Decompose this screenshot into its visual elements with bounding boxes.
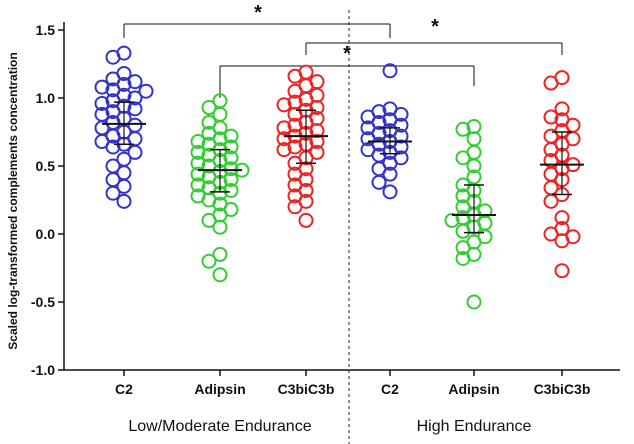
- y-tick-label: 1.0: [36, 90, 56, 106]
- data-point: [309, 100, 325, 116]
- data-point: [94, 95, 110, 111]
- data-point: [190, 166, 206, 182]
- significance-star: *: [431, 16, 439, 38]
- data-point: [212, 267, 228, 283]
- data-point: [382, 63, 398, 79]
- data-point: [455, 250, 471, 266]
- data-point: [455, 199, 471, 215]
- data-point: [554, 101, 570, 117]
- data-point: [127, 90, 143, 106]
- category-label: C3biC3b: [534, 381, 591, 397]
- data-point: [287, 106, 303, 122]
- data-point: [212, 246, 228, 262]
- data-point: [105, 104, 121, 120]
- data-point: [466, 294, 482, 310]
- data-point: [287, 139, 303, 155]
- data-point: [543, 75, 559, 91]
- category-label: Adipsin: [194, 381, 245, 397]
- data-point: [382, 166, 398, 182]
- significance-star: *: [343, 43, 351, 65]
- data-point: [554, 263, 570, 279]
- group-label: Low/Moderate Endurance: [128, 418, 311, 435]
- data-point: [276, 120, 292, 136]
- category-label: C3biC3b: [278, 381, 335, 397]
- data-point: [543, 193, 559, 209]
- y-tick-label: -1.0: [31, 362, 55, 378]
- data-point: [455, 121, 471, 137]
- y-tick-label: 0.5: [36, 158, 56, 174]
- y-tick-label: 1.5: [36, 22, 56, 38]
- data-point: [116, 193, 132, 209]
- data-point: [190, 134, 206, 150]
- data-point: [276, 131, 292, 147]
- data-point: [309, 123, 325, 139]
- data-point: [287, 117, 303, 133]
- category-label: C2: [115, 381, 133, 397]
- category-labels: C2 Adipsin C3biC3b C2 Adipsin C3biC3b: [115, 370, 590, 397]
- data-point: [105, 49, 121, 65]
- data-point: [190, 177, 206, 193]
- y-tick-label: 0.0: [36, 226, 56, 242]
- data-point: [127, 74, 143, 90]
- y-tick-label: -0.5: [31, 294, 55, 310]
- data-point: [127, 144, 143, 160]
- data-point: [201, 253, 217, 269]
- data-point: [127, 101, 143, 117]
- y-ticks: -1.0 -0.5 0.0 0.5 1.0 1.5: [31, 22, 64, 378]
- group-label: High Endurance: [417, 418, 532, 435]
- data-point: [223, 128, 239, 144]
- data-point: [94, 79, 110, 95]
- data-point: [287, 83, 303, 99]
- category-label: C2: [381, 381, 399, 397]
- data-point: [223, 150, 239, 166]
- data-point: [276, 97, 292, 113]
- axes: [63, 22, 620, 371]
- data-point: [554, 210, 570, 226]
- data-point: [276, 142, 292, 158]
- data-point: [455, 223, 471, 239]
- category-label: Adipsin: [448, 381, 499, 397]
- data-point: [455, 240, 471, 256]
- data-point: [298, 91, 314, 107]
- data-point: [190, 144, 206, 160]
- data-point: [298, 212, 314, 228]
- data-point: [371, 174, 387, 190]
- data-point: [554, 233, 570, 249]
- data-point: [466, 131, 482, 147]
- significance-star: *: [254, 2, 262, 24]
- data-point: [444, 212, 460, 228]
- data-point: [543, 226, 559, 242]
- median-iqr-markers: [102, 101, 584, 234]
- data-point: [201, 100, 217, 116]
- data-point: [105, 139, 121, 155]
- significance-brackets: * * *: [123, 2, 563, 98]
- data-point: [223, 172, 239, 188]
- data-point: [466, 158, 482, 174]
- data-point: [212, 219, 228, 235]
- y-axis-title: Scaled log-transformed complements conce…: [6, 52, 20, 349]
- group-labels: Low/Moderate Endurance High Endurance: [128, 418, 531, 435]
- data-point: [116, 178, 132, 194]
- data-point: [201, 212, 217, 228]
- data-point: [287, 68, 303, 84]
- data-point: [138, 83, 154, 99]
- data-points: [94, 45, 581, 310]
- data-point: [287, 199, 303, 215]
- data-point: [309, 134, 325, 150]
- data-point: [543, 109, 559, 125]
- data-point: [223, 161, 239, 177]
- data-point: [223, 182, 239, 198]
- data-point: [223, 139, 239, 155]
- data-point: [382, 184, 398, 200]
- data-point: [105, 185, 121, 201]
- data-point: [455, 150, 471, 166]
